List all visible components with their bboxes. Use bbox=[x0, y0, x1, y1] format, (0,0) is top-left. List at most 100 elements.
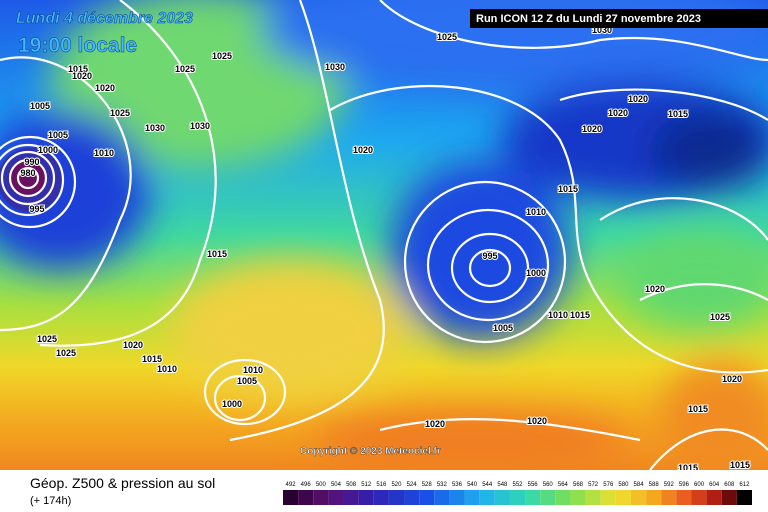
scale-cell bbox=[313, 490, 329, 505]
scale-cell bbox=[600, 490, 616, 505]
isobar-label: 1015 bbox=[668, 109, 688, 119]
scale-cell bbox=[570, 490, 586, 505]
isobar-label: 1015 bbox=[570, 310, 590, 320]
isobar-label: 1020 bbox=[722, 374, 742, 384]
isobar-label: 995 bbox=[29, 204, 44, 214]
scale-cell bbox=[525, 490, 541, 505]
scale-label: 556 bbox=[528, 482, 539, 488]
isobar-label: 1005 bbox=[493, 323, 513, 333]
isobar-label: 1025 bbox=[37, 334, 57, 344]
isobar-label: 1030 bbox=[145, 123, 165, 133]
run-box bbox=[470, 9, 768, 28]
isobar-label: 1020 bbox=[353, 145, 373, 155]
isobar-label: 1010 bbox=[548, 310, 568, 320]
scale-label: 524 bbox=[407, 482, 418, 488]
scale-label: 560 bbox=[543, 482, 554, 488]
scale-cell bbox=[434, 490, 450, 505]
scale-label: 528 bbox=[422, 482, 433, 488]
scale-label: 532 bbox=[437, 482, 448, 488]
scale-label: 564 bbox=[558, 482, 569, 488]
scale-cell bbox=[449, 490, 465, 505]
isobar-label: 1020 bbox=[608, 108, 628, 118]
scale-cell bbox=[358, 490, 374, 505]
isobar-label: 1010 bbox=[157, 364, 177, 374]
scale-label: 592 bbox=[664, 482, 675, 488]
scale-label: 536 bbox=[452, 482, 463, 488]
scale-label: 572 bbox=[588, 482, 599, 488]
scale-label: 568 bbox=[573, 482, 584, 488]
scale-label: 584 bbox=[634, 482, 645, 488]
isobar-label: 1020 bbox=[72, 71, 92, 81]
scale-label: 500 bbox=[316, 482, 327, 488]
color-scale: 492 496 500 504 508 512 516 520 524 528 532 536 540 5… bbox=[283, 482, 752, 505]
isobar-label: 1015 bbox=[207, 249, 227, 259]
scale-cell bbox=[419, 490, 435, 505]
isobar-label: 1010 bbox=[243, 365, 263, 375]
isobar-labels: 1025103010251025101510201020103010051025… bbox=[19, 24, 751, 470]
isobar-label: 1015 bbox=[688, 404, 708, 414]
isobar-label: 1005 bbox=[48, 130, 68, 140]
scale-label: 604 bbox=[709, 482, 720, 488]
scale-label: 612 bbox=[739, 482, 750, 488]
scale-cell bbox=[464, 490, 480, 505]
isobar-label: 1020 bbox=[123, 340, 143, 350]
isobar-label: 1020 bbox=[425, 419, 445, 429]
isobar-label: 1020 bbox=[628, 94, 648, 104]
scale-cell bbox=[555, 490, 571, 505]
footer-lead: (+ 174h) bbox=[30, 495, 71, 507]
scale-label: 512 bbox=[361, 482, 372, 488]
isobar-label: 1000 bbox=[222, 399, 242, 409]
isobar-label: 1000 bbox=[38, 145, 58, 155]
map-area: 1025103010251025101510201020103010051025… bbox=[0, 0, 768, 470]
isobar-label: 1025 bbox=[437, 32, 457, 42]
isobar-label: 1025 bbox=[212, 51, 232, 61]
scale-label: 508 bbox=[346, 482, 357, 488]
scale-label: 608 bbox=[724, 482, 735, 488]
isobar-label: 1010 bbox=[94, 148, 114, 158]
scale-label: 540 bbox=[467, 482, 478, 488]
scale-cell bbox=[736, 490, 752, 505]
scale-label: 516 bbox=[376, 482, 387, 488]
isobar-label: 1020 bbox=[582, 124, 602, 134]
scale-cell bbox=[298, 490, 314, 505]
scale-label: 504 bbox=[331, 482, 342, 488]
isobar-label: 990 bbox=[24, 157, 39, 167]
scale-cell bbox=[540, 490, 556, 505]
isobar-label: 1020 bbox=[95, 83, 115, 93]
time: 19:00 locale bbox=[18, 34, 137, 57]
scale-cell bbox=[646, 490, 662, 505]
isobar-label: 1030 bbox=[325, 62, 345, 72]
footer-title: Géop. Z500 & pression au sol bbox=[30, 475, 215, 491]
isobar-label: 1000 bbox=[526, 268, 546, 278]
scale-cell bbox=[585, 490, 601, 505]
run-text: Run ICON 12 Z du Lundi 27 novembre 2023 bbox=[476, 13, 701, 25]
isobar-label: 1015 bbox=[68, 64, 88, 74]
copyright: Copyright © 2023 Meteociel.fr bbox=[300, 446, 441, 457]
isobar-label: 995 bbox=[482, 251, 497, 261]
isobar-label: 1025 bbox=[175, 64, 195, 74]
scale-cell bbox=[388, 490, 405, 505]
scale-label: 492 bbox=[286, 482, 297, 488]
scale-label: 576 bbox=[603, 482, 614, 488]
isobar-label: 1025 bbox=[710, 312, 730, 322]
isobar-label: 1025 bbox=[110, 108, 130, 118]
scale-cell bbox=[509, 490, 526, 505]
scale-label: 548 bbox=[497, 482, 508, 488]
isobar-label: 1010 bbox=[526, 207, 546, 217]
scale-cell bbox=[706, 490, 722, 505]
isobar-label: 980 bbox=[20, 168, 35, 178]
scale-cell bbox=[283, 490, 299, 505]
isobar-label: 1030 bbox=[190, 121, 210, 131]
low-core bbox=[10, 160, 46, 196]
isobar-label: 1005 bbox=[237, 376, 257, 386]
scale-cell bbox=[630, 490, 647, 505]
isobar-label: 1005 bbox=[30, 101, 50, 111]
date: Lundi 4 décembre 2023 bbox=[16, 10, 193, 27]
scale-cell bbox=[328, 490, 344, 505]
scale-label: 600 bbox=[694, 482, 705, 488]
isobars bbox=[0, 0, 768, 470]
isobar-label: 1025 bbox=[56, 348, 76, 358]
scale-label: 544 bbox=[482, 482, 493, 488]
isobar-label: 1015 bbox=[142, 354, 162, 364]
